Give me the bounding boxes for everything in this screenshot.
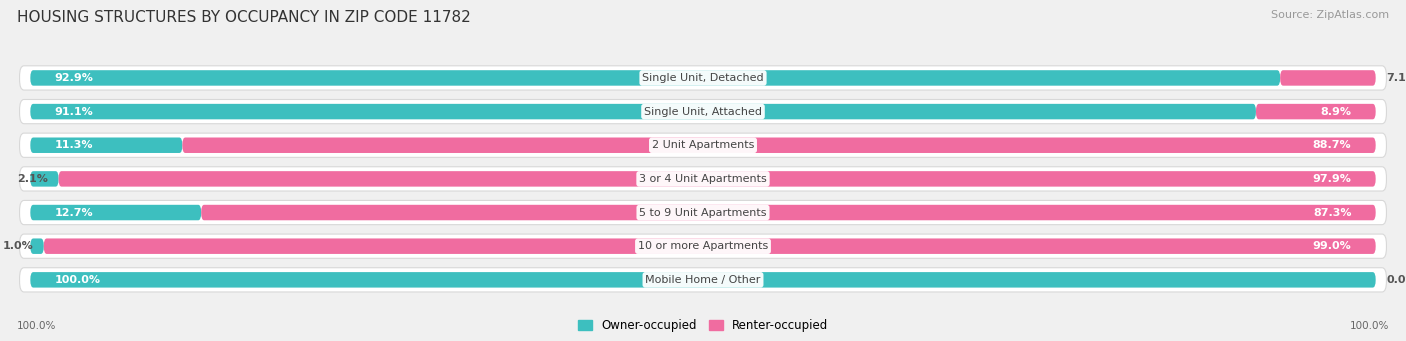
Text: 91.1%: 91.1% (55, 107, 93, 117)
Text: 99.0%: 99.0% (1313, 241, 1351, 251)
FancyBboxPatch shape (31, 171, 59, 187)
FancyBboxPatch shape (183, 137, 1375, 153)
Text: 100.0%: 100.0% (1350, 321, 1389, 331)
Text: 2 Unit Apartments: 2 Unit Apartments (652, 140, 754, 150)
Text: 10 or more Apartments: 10 or more Apartments (638, 241, 768, 251)
Text: Single Unit, Detached: Single Unit, Detached (643, 73, 763, 83)
Text: 0.0%: 0.0% (1386, 275, 1406, 285)
Text: 97.9%: 97.9% (1313, 174, 1351, 184)
Text: 7.1%: 7.1% (1386, 73, 1406, 83)
Text: Mobile Home / Other: Mobile Home / Other (645, 275, 761, 285)
FancyBboxPatch shape (201, 205, 1375, 220)
FancyBboxPatch shape (20, 234, 1386, 258)
Text: 3 or 4 Unit Apartments: 3 or 4 Unit Apartments (640, 174, 766, 184)
Legend: Owner-occupied, Renter-occupied: Owner-occupied, Renter-occupied (572, 314, 834, 337)
FancyBboxPatch shape (20, 268, 1386, 292)
Text: 100.0%: 100.0% (17, 321, 56, 331)
FancyBboxPatch shape (20, 133, 1386, 157)
Text: 1.0%: 1.0% (3, 241, 32, 251)
Text: 11.3%: 11.3% (55, 140, 93, 150)
Text: 92.9%: 92.9% (55, 73, 93, 83)
Text: HOUSING STRUCTURES BY OCCUPANCY IN ZIP CODE 11782: HOUSING STRUCTURES BY OCCUPANCY IN ZIP C… (17, 10, 471, 25)
FancyBboxPatch shape (20, 201, 1386, 225)
Text: Single Unit, Attached: Single Unit, Attached (644, 107, 762, 117)
FancyBboxPatch shape (31, 104, 1256, 119)
FancyBboxPatch shape (31, 70, 1279, 86)
Text: 100.0%: 100.0% (55, 275, 101, 285)
FancyBboxPatch shape (20, 167, 1386, 191)
FancyBboxPatch shape (20, 100, 1386, 124)
FancyBboxPatch shape (20, 66, 1386, 90)
FancyBboxPatch shape (31, 238, 44, 254)
FancyBboxPatch shape (1279, 70, 1375, 86)
FancyBboxPatch shape (1256, 104, 1375, 119)
FancyBboxPatch shape (31, 205, 201, 220)
Text: 2.1%: 2.1% (17, 174, 48, 184)
Text: 87.3%: 87.3% (1313, 208, 1351, 218)
FancyBboxPatch shape (59, 171, 1375, 187)
FancyBboxPatch shape (44, 238, 1375, 254)
FancyBboxPatch shape (31, 137, 183, 153)
Text: 8.9%: 8.9% (1320, 107, 1351, 117)
FancyBboxPatch shape (31, 272, 1375, 287)
Text: 5 to 9 Unit Apartments: 5 to 9 Unit Apartments (640, 208, 766, 218)
Text: 12.7%: 12.7% (55, 208, 93, 218)
Text: Source: ZipAtlas.com: Source: ZipAtlas.com (1271, 10, 1389, 20)
Text: 88.7%: 88.7% (1313, 140, 1351, 150)
